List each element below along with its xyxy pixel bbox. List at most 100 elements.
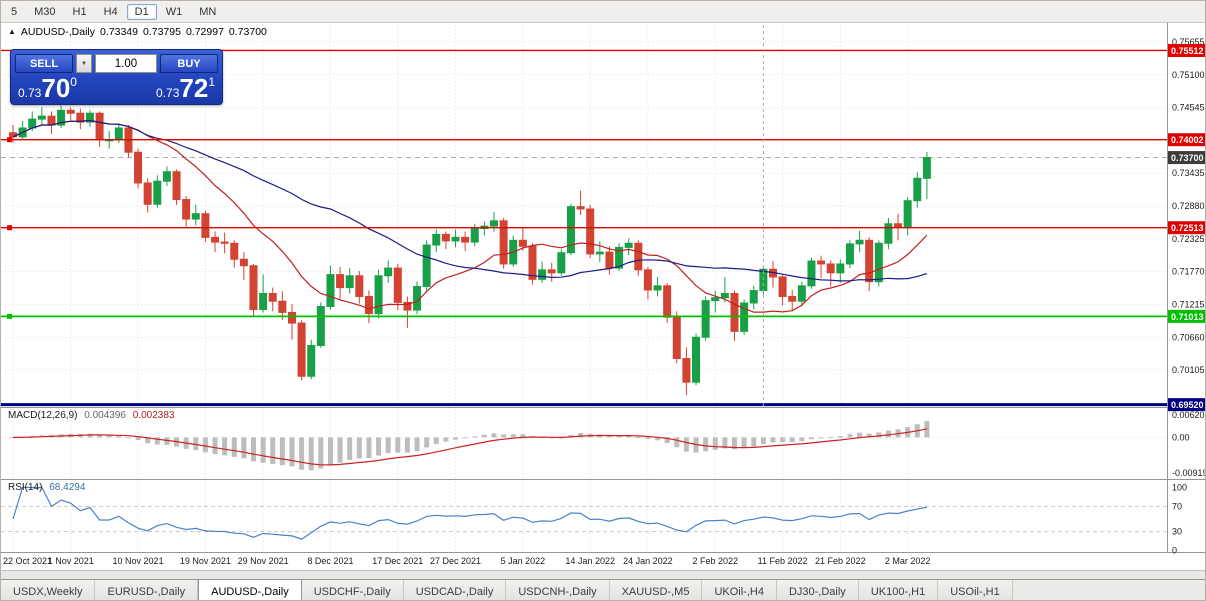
macd-tick-label: -0.00919 <box>1172 468 1206 478</box>
rsi-label: RSI(14) 68.4294 <box>8 482 85 493</box>
buy-price-pips: 72 <box>179 73 209 103</box>
rsi-line <box>12 486 928 540</box>
chart-tab-usdcad-daily[interactable]: USDCAD-,Daily <box>403 580 507 600</box>
date-label: 5 Jan 2022 <box>501 556 546 566</box>
line-handle[interactable] <box>7 137 12 143</box>
date-label: 14 Jan 2022 <box>565 556 615 566</box>
chart-tab-eurusd-daily[interactable]: EURUSD-,Daily <box>95 580 199 600</box>
sell-price-prefix: 0.73 <box>18 86 42 100</box>
sell-price-point: 0 <box>70 75 77 89</box>
one-click-collapse-icon[interactable]: ▲ <box>8 27 16 36</box>
date-label: 22 Oct 2021 <box>3 556 52 566</box>
rsi-title: RSI(14) <box>8 482 43 493</box>
timeframe-button-d1[interactable]: D1 <box>126 3 157 20</box>
svg-text:0.72513: 0.72513 <box>1171 223 1204 233</box>
price-tick-label: 0.72325 <box>1172 234 1205 244</box>
macd-tick-label: 0.00 <box>1172 432 1190 442</box>
date-label: 19 Nov 2021 <box>180 556 231 566</box>
volume-dropdown-button[interactable]: ▼ <box>76 54 92 73</box>
date-label: 2 Mar 2022 <box>885 556 931 566</box>
timeframe-button-5[interactable]: 5 <box>11 5 18 18</box>
timeframe-button-h4[interactable]: H4 <box>103 5 118 18</box>
price-tick-label: 0.70105 <box>1172 365 1205 375</box>
timeframe-button-m30[interactable]: M30 <box>34 5 56 18</box>
date-label: 21 Feb 2022 <box>815 556 866 566</box>
timeframe-button-mn[interactable]: MN <box>199 5 217 18</box>
date-label: 29 Nov 2021 <box>238 556 289 566</box>
line-handle[interactable] <box>7 225 12 231</box>
macd-main-value: 0.004396 <box>84 410 126 421</box>
price-scale-background <box>1168 23 1205 570</box>
ohlc-low: 0.72997 <box>185 26 224 38</box>
price-badge-0.75512: 0.75512 <box>1168 43 1205 57</box>
buy-price-point: 1 <box>208 75 215 89</box>
chart-window: 0.756550.751000.745450.739900.734350.728… <box>1 23 1206 570</box>
chart-tab-audusd-daily[interactable]: AUDUSD-,Daily <box>198 580 302 600</box>
date-label: 2 Feb 2022 <box>692 556 738 566</box>
sell-button[interactable]: SELL <box>15 54 73 73</box>
chart-tab-xauusd-m5[interactable]: XAUUSD-,M5 <box>609 580 703 600</box>
svg-text:0.69520: 0.69520 <box>1171 400 1204 410</box>
price-badge-0.72513: 0.72513 <box>1168 221 1205 235</box>
symbol-period-label: AUDUSD-,Daily <box>20 26 96 38</box>
chevron-down-icon: ▼ <box>81 60 87 67</box>
date-label: 8 Dec 2021 <box>307 556 353 566</box>
timeframe-button-w1[interactable]: W1 <box>165 5 183 18</box>
candlesticks <box>9 105 931 396</box>
buy-button[interactable]: BUY <box>160 54 218 73</box>
price-badge-0.74002: 0.74002 <box>1168 133 1205 147</box>
chart-tab-dj30-daily[interactable]: DJ30-,Daily <box>776 580 859 600</box>
chart-title: ▲ AUDUSD-,Daily 0.73349 0.73795 0.72997 … <box>8 26 267 38</box>
rsi-tick-label: 0 <box>1172 546 1177 556</box>
price-tick-label: 0.71215 <box>1172 299 1205 309</box>
price-tick-label: 0.72880 <box>1172 201 1205 211</box>
date-label: 27 Dec 2021 <box>430 556 481 566</box>
rsi-tick-label: 70 <box>1172 501 1182 511</box>
chart-tab-usdx-weekly[interactable]: USDX,Weekly <box>1 580 96 600</box>
rsi-scale[interactable]: 100 70 30 0 <box>1172 483 1187 556</box>
chart-tab-uk100-h1[interactable]: UK100-,H1 <box>858 580 939 600</box>
ohlc-open: 0.73349 <box>100 26 138 38</box>
price-badge-0.69520: 0.69520 <box>1168 398 1205 412</box>
buy-price-prefix: 0.73 <box>156 86 180 100</box>
svg-text:0.71013: 0.71013 <box>1171 312 1204 322</box>
chart-canvas[interactable]: 0.756550.751000.745450.739900.734350.728… <box>1 23 1206 570</box>
chart-tab-usdcnh-daily[interactable]: USDCNH-,Daily <box>506 580 610 600</box>
timeframe-toolbar: 5 M30 H1 H4 D1 W1 MN <box>1 1 1205 23</box>
chart-tab-ukoil-h4[interactable]: UKOil-,H4 <box>702 580 777 600</box>
price-tick-label: 0.73435 <box>1172 168 1205 178</box>
svg-text:0.74002: 0.74002 <box>1171 135 1204 145</box>
chart-tabs-bar: USDX,Weekly EURUSD-,Daily AUDUSD-,Daily USD… <box>1 579 1205 600</box>
chart-tab-usoil-h1[interactable]: USOil-,H1 <box>938 580 1013 600</box>
ma-fast-line <box>12 119 928 313</box>
price-tick-label: 0.75655 <box>1172 37 1205 47</box>
macd-histogram <box>10 421 930 471</box>
chart-tab-usdchf-daily[interactable]: USDCHF-,Daily <box>301 580 404 600</box>
price-tick-label: 0.74545 <box>1172 103 1205 113</box>
macd-scale[interactable]: 0.00620 0.00 -0.00919 <box>1172 410 1206 478</box>
date-label: 24 Jan 2022 <box>623 556 673 566</box>
macd-signal-value: 0.002383 <box>132 410 175 421</box>
line-handle[interactable] <box>7 313 12 319</box>
ohlc-high: 0.73795 <box>142 26 181 38</box>
price-badge-0.71013: 0.71013 <box>1168 309 1205 323</box>
volume-input[interactable]: 1.00 <box>95 54 157 73</box>
date-label: 1 Nov 2021 <box>48 556 94 566</box>
chart-scroll-strip[interactable] <box>1 570 1205 579</box>
sell-price: 0.73 70 0 <box>18 75 77 101</box>
svg-text:0.73700: 0.73700 <box>1171 153 1204 163</box>
price-tick-label: 0.75100 <box>1172 70 1205 80</box>
sell-price-pips: 70 <box>41 73 71 103</box>
date-label: 11 Feb 2022 <box>758 556 808 566</box>
rsi-value: 68.4294 <box>49 482 86 493</box>
one-click-trading-panel: SELL ▼ 1.00 BUY 0.73 70 0 0.73 72 1 <box>10 49 223 105</box>
current-price-badge: 0.73700 <box>1168 151 1205 165</box>
buy-price: 0.73 72 1 <box>156 75 215 101</box>
timeframe-button-h1[interactable]: H1 <box>72 5 87 18</box>
ohlc-close: 0.73700 <box>228 26 267 38</box>
date-label: 17 Dec 2021 <box>372 556 423 566</box>
date-label: 10 Nov 2021 <box>113 556 164 566</box>
svg-text:0.75512: 0.75512 <box>1171 46 1204 56</box>
